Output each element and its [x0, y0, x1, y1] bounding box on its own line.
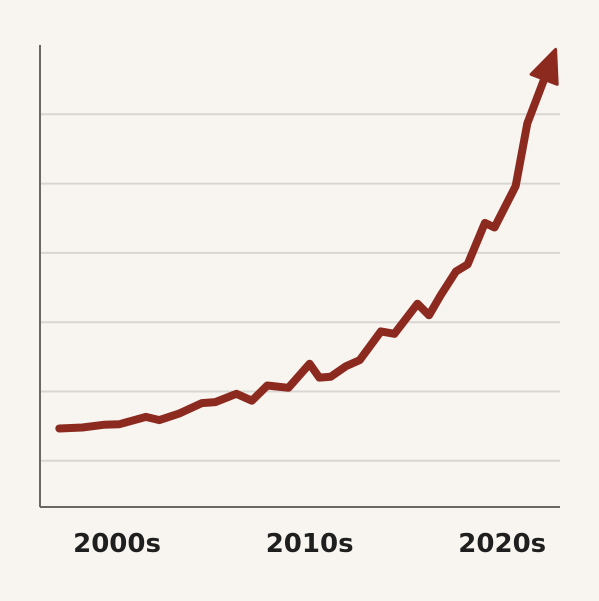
series-line [55, 64, 553, 433]
x-tick-label: 2010s [266, 529, 354, 559]
x-tick-label: 2000s [73, 529, 161, 559]
gridlines [40, 113, 560, 462]
x-tick-label: 2020s [458, 529, 546, 559]
arrowhead-marker [529, 47, 559, 86]
x-tick-labels: 2000s 2010s 2020s [73, 529, 546, 559]
